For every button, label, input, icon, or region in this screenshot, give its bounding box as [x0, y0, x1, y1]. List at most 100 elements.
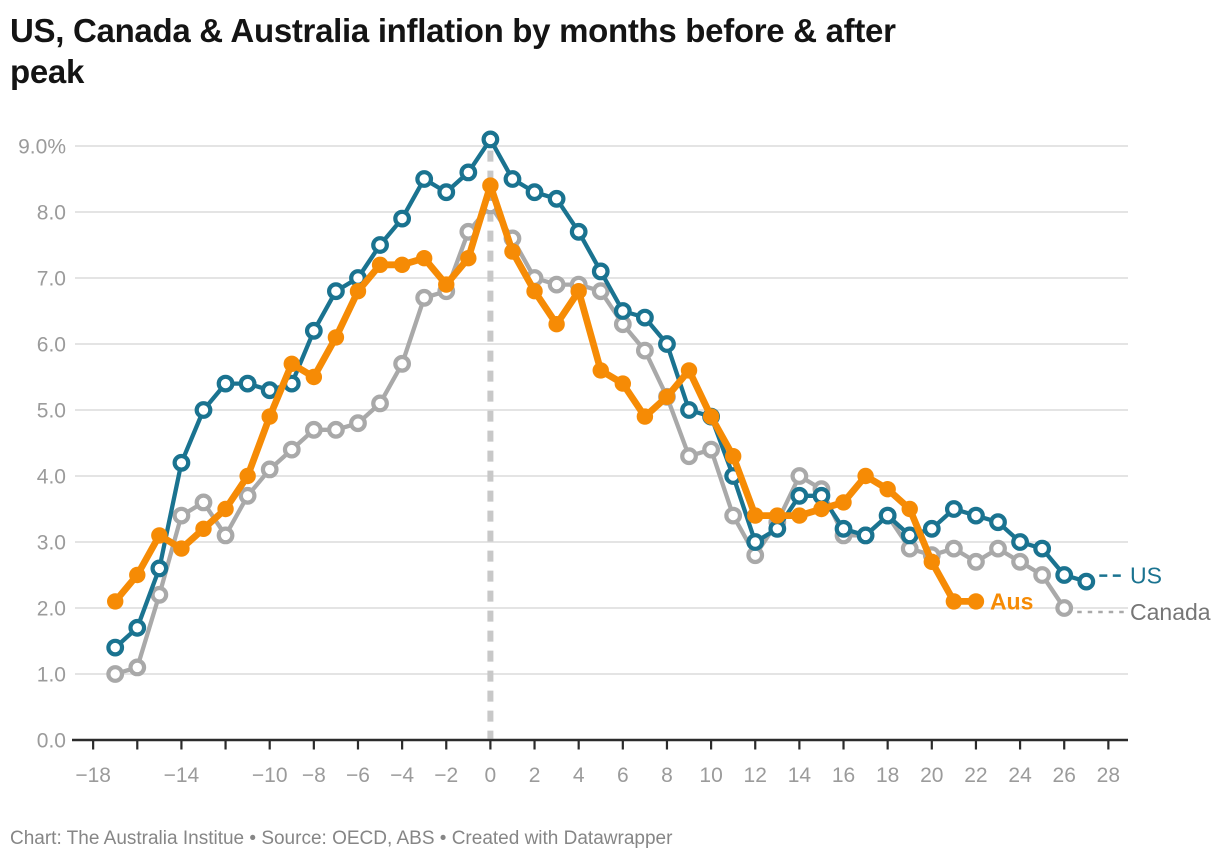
chart-title-line1: US, Canada & Australia inflation by mont… [10, 12, 896, 49]
data-point-aus [349, 283, 367, 300]
data-point-aus [151, 527, 168, 544]
x-tick-label: 22 [964, 764, 987, 787]
data-point-aus [239, 467, 256, 485]
data-point-aus [570, 283, 587, 300]
data-point-canada [238, 486, 257, 505]
y-tick-label: 8.0 [37, 202, 66, 225]
x-tick-label: 10 [699, 764, 722, 787]
data-point-canada [989, 539, 1007, 558]
data-point-aus [548, 316, 565, 333]
data-point-canada [967, 552, 985, 571]
data-point-aus [967, 593, 985, 610]
data-point-aus [283, 355, 300, 372]
x-axis-labels: −18 −14 −10 −8 −6 −4 −2 0 2 4 6 8 10 12 14 16 18 20 22 24 26… [75, 764, 1120, 787]
x-tick-label: 2 [529, 764, 541, 787]
data-point-canada [702, 440, 720, 459]
x-tick-label: 6 [617, 764, 629, 787]
data-point-us [856, 526, 875, 545]
data-point-canada [415, 288, 434, 307]
data-point-canada [1011, 552, 1029, 571]
chart-title-line2: peak [10, 53, 85, 90]
data-point-aus [614, 375, 632, 392]
data-point-us [327, 282, 345, 301]
data-point-us [768, 519, 787, 538]
data-point-aus [923, 553, 940, 570]
data-point-us [1055, 566, 1074, 584]
data-point-aus [327, 329, 345, 346]
x-tick-label: 14 [788, 764, 812, 787]
data-point-us [834, 519, 853, 538]
data-point-canada [260, 460, 279, 479]
x-tick-label: 24 [1008, 764, 1032, 787]
data-point-aus [724, 448, 742, 465]
x-tick-label: −18 [75, 764, 111, 787]
data-point-canada [327, 420, 345, 439]
series-aus: Aus [107, 177, 1033, 614]
data-point-canada [724, 506, 743, 525]
x-tick-label: 16 [832, 764, 855, 787]
y-tick-label: 1.0 [37, 664, 66, 687]
data-point-aus [857, 467, 874, 485]
data-point-aus [747, 507, 764, 524]
data-point-us [194, 401, 213, 419]
data-point-canada [790, 467, 809, 485]
data-point-us [989, 513, 1007, 532]
data-point-canada [371, 394, 389, 413]
x-tick-label: 4 [573, 764, 585, 787]
data-point-us [150, 559, 169, 578]
data-point-us [967, 506, 985, 525]
x-tick-label: −2 [434, 764, 458, 787]
data-point-us [812, 486, 831, 505]
data-point-canada [282, 440, 301, 459]
data-point-canada [349, 414, 367, 433]
series-aus-markers [107, 177, 985, 610]
data-point-aus [504, 243, 521, 260]
data-point-aus [371, 256, 389, 273]
inflation-line-chart: 9.0% 8.0 7.0 6.0 5.0 4.0 3.0 2.0 1.0 0.0 −18 −14 −10… [18, 130, 1211, 787]
data-point-canada [680, 447, 698, 466]
data-point-us [591, 262, 610, 281]
data-point-aus [901, 500, 918, 518]
data-point-us [525, 183, 544, 202]
data-point-aus [945, 593, 963, 610]
data-point-us [790, 486, 809, 505]
data-point-aus [460, 250, 477, 267]
data-point-canada [1033, 566, 1052, 584]
data-point-us [415, 170, 434, 188]
data-point-aus [879, 481, 896, 498]
data-point-us [1011, 533, 1029, 551]
data-point-us [393, 209, 412, 228]
data-point-canada [547, 275, 566, 294]
data-point-us [260, 381, 279, 400]
data-point-us [503, 170, 522, 188]
y-tick-label: 5.0 [37, 400, 66, 423]
data-point-us [128, 618, 147, 637]
data-point-aus [305, 368, 323, 386]
data-point-canada [944, 539, 963, 558]
x-tick-label: 8 [661, 764, 673, 787]
data-point-us [569, 222, 588, 241]
data-point-us [106, 638, 125, 657]
data-point-canada [393, 354, 412, 373]
x-axis [72, 738, 1128, 750]
y-tick-label: 4.0 [37, 466, 66, 489]
data-point-aus [636, 408, 654, 425]
y-tick-label: 9.0% [18, 136, 66, 159]
data-point-aus [482, 177, 499, 194]
data-point-us [459, 163, 478, 182]
x-tick-label: 28 [1097, 764, 1120, 787]
gridlines [75, 145, 1128, 675]
data-point-aus [702, 408, 720, 425]
data-point-aus [129, 566, 146, 584]
data-point-aus [526, 283, 543, 300]
x-tick-label: 20 [920, 764, 943, 787]
data-point-aus [769, 507, 786, 524]
x-tick-label: −6 [346, 764, 370, 787]
chart-attribution: Chart: The Australia Institue • Source: … [10, 828, 673, 849]
data-point-aus [791, 507, 808, 524]
data-point-us [547, 189, 566, 208]
data-point-us [1077, 572, 1096, 591]
y-tick-label: 0.0 [37, 730, 66, 753]
data-point-us [944, 500, 963, 518]
data-point-canada [591, 282, 610, 301]
